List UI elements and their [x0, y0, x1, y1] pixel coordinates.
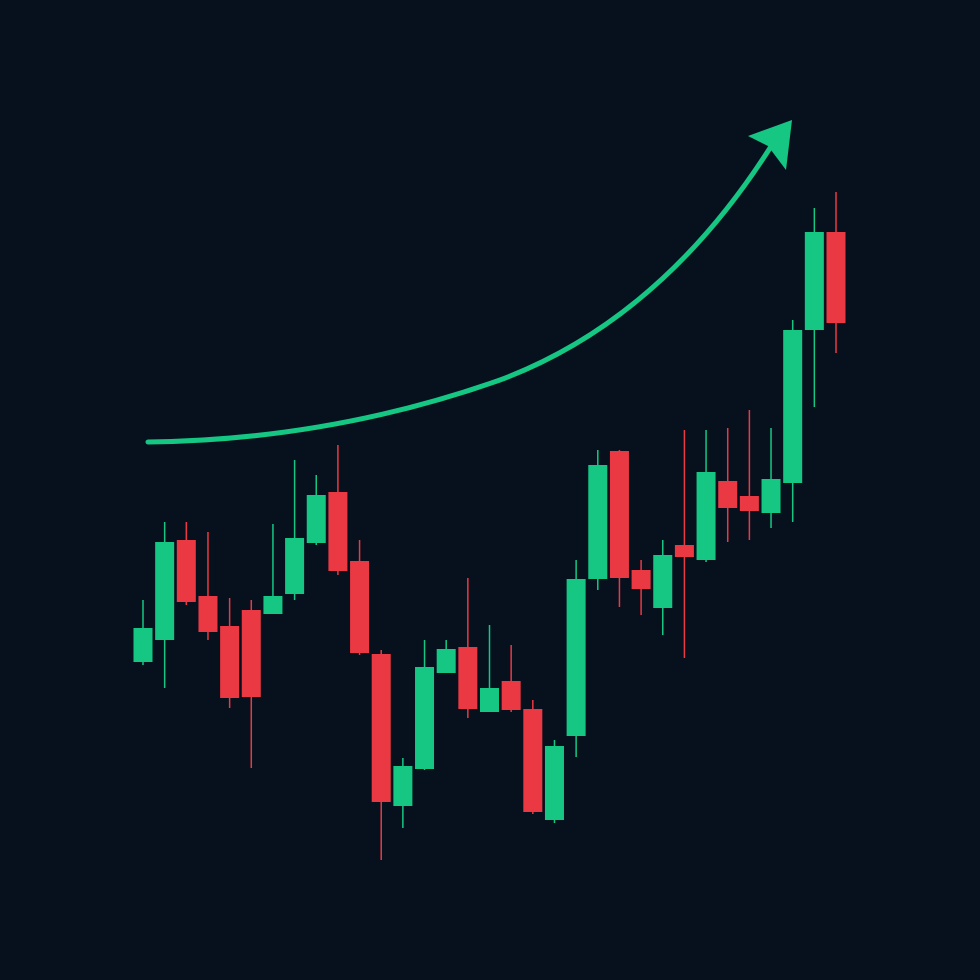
candle-body — [241, 610, 261, 697]
candle-body — [696, 472, 716, 560]
candle-body — [739, 496, 759, 511]
candle-body — [155, 542, 175, 640]
candle-body — [718, 481, 738, 508]
candle-body — [761, 479, 781, 513]
candle-body — [198, 596, 218, 632]
candle-body — [523, 709, 543, 812]
candle-body — [544, 746, 564, 820]
candle-body — [804, 232, 824, 330]
candle-body — [566, 579, 586, 736]
candle-body — [263, 596, 283, 614]
candle-body — [350, 561, 370, 653]
candle-body — [176, 540, 196, 602]
candle-body — [783, 330, 803, 483]
candle-body — [458, 647, 478, 709]
candle-body — [588, 465, 608, 579]
candle-body — [480, 688, 499, 712]
candle-body — [306, 495, 326, 543]
candle-body — [220, 626, 240, 698]
candle-body — [393, 766, 413, 806]
candle-body — [285, 538, 305, 594]
candle-body — [133, 628, 153, 662]
candle-body — [436, 649, 456, 673]
candle-body — [371, 654, 391, 802]
candle-body — [328, 492, 348, 571]
candle-body — [501, 681, 521, 710]
candle-body — [826, 232, 846, 323]
trend-arrow — [145, 145, 773, 445]
candle-body — [631, 570, 651, 589]
candle-body — [415, 667, 435, 769]
arrow-head — [748, 120, 792, 170]
candle-body — [609, 451, 629, 578]
candle-body — [674, 545, 694, 557]
candle-body — [653, 555, 673, 608]
